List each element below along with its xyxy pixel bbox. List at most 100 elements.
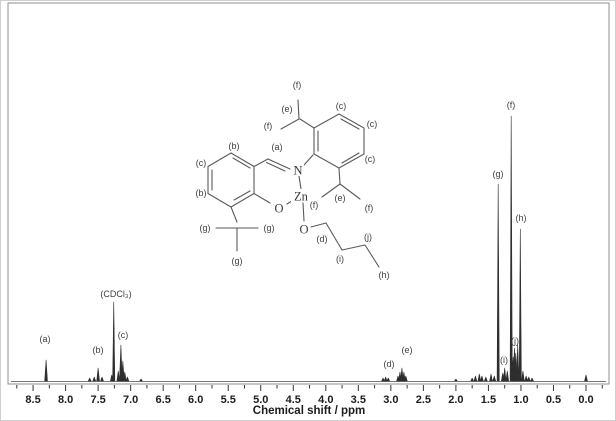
nmr-peak	[119, 344, 123, 382]
bond	[232, 157, 251, 169]
bond	[297, 99, 300, 120]
bond	[339, 183, 361, 200]
atom-label-halo	[291, 189, 311, 202]
x-axis-tick-label: 3.5	[351, 394, 366, 406]
assignment-tag: (g)	[200, 223, 211, 233]
assignment-tag: (f)	[264, 121, 273, 131]
x-axis-tick-label: 7.5	[90, 394, 105, 406]
bond	[364, 244, 380, 268]
bond	[310, 222, 327, 228]
nmr-peak	[92, 376, 96, 382]
nmr-peak	[470, 377, 474, 382]
peak-label: (g)	[493, 169, 504, 179]
nmr-peak	[400, 367, 404, 382]
peak-label: (i)	[500, 355, 508, 365]
assignment-tag: (f)	[293, 80, 302, 90]
assignment-tag: (i)	[336, 254, 344, 264]
atom-label: N	[293, 164, 302, 178]
nmr-peak	[502, 367, 507, 382]
bond	[340, 118, 360, 130]
peak-label: (d)	[384, 359, 395, 369]
x-axis-tick-label: 5.5	[221, 394, 236, 406]
assignment-tag: (c)	[367, 119, 378, 129]
x-axis-tick-label: 8.0	[58, 394, 73, 406]
bond	[230, 192, 255, 208]
nmr-peak	[489, 373, 493, 382]
nmr-peak	[515, 344, 520, 382]
nmr-peak	[404, 375, 408, 382]
atom-label: O	[274, 202, 283, 216]
assignment-tag: (c)	[365, 154, 376, 164]
bond	[298, 175, 302, 190]
x-axis-tick-label: 2.5	[416, 394, 431, 406]
bond	[321, 183, 341, 198]
bond	[338, 113, 365, 129]
nmr-peak	[480, 375, 484, 382]
x-axis-tick-label: 8.5	[25, 394, 40, 406]
x-axis-tick-label: 0.0	[578, 394, 593, 406]
nmr-peak	[496, 183, 500, 382]
x-axis-tick-label: 6.0	[188, 394, 203, 406]
bond	[207, 152, 232, 168]
x-axis-tick-label: 5.0	[253, 394, 268, 406]
assignment-tag: (b)	[229, 141, 240, 151]
nmr-peak	[524, 375, 528, 382]
x-axis-tick-label: 0.5	[546, 394, 561, 406]
x-axis-tick-label: 1.5	[481, 394, 496, 406]
bond	[299, 118, 315, 129]
nmr-peak	[96, 367, 100, 382]
nmr-peak	[402, 371, 406, 382]
bond	[338, 153, 365, 169]
x-axis-title: Chemical shift / ppm	[252, 405, 366, 417]
nmr-peak	[44, 359, 48, 382]
x-axis-tick-label: 1.0	[513, 394, 528, 406]
x-axis-tick-label: 3.0	[383, 394, 398, 406]
peak-label: (a)	[40, 334, 51, 344]
x-axis-tick-label: 4.5	[286, 394, 301, 406]
nmr-peak	[112, 301, 116, 382]
x-axis-tick-label: 4.0	[318, 394, 333, 406]
nmr-peak	[87, 377, 92, 382]
nmr-peak	[125, 376, 130, 382]
nmr-peak	[477, 373, 482, 382]
peak-label: (e)	[402, 345, 413, 355]
bond	[302, 202, 305, 222]
nmr-peak	[473, 375, 478, 382]
atom-label-halo	[273, 201, 285, 214]
assignment-tag: (e)	[335, 193, 346, 203]
atom-label-halo	[298, 222, 310, 235]
peak-label: (j)	[511, 336, 519, 346]
nmr-peak	[386, 377, 390, 382]
assignment-tag: (f)	[365, 203, 374, 213]
bond	[341, 152, 360, 164]
nmr-peak	[121, 360, 125, 382]
bond	[267, 158, 291, 170]
peak-label: (CDCl₃)	[100, 289, 131, 299]
assignment-tag: (e)	[282, 104, 293, 114]
nmr-peak	[116, 370, 120, 382]
nmr-peak	[492, 375, 496, 382]
nmr-peak	[530, 377, 534, 382]
nmr-peak	[381, 377, 385, 382]
bond	[230, 152, 255, 168]
x-axis-tick-label: 6.5	[156, 394, 171, 406]
x-axis-tick-label: 2.0	[448, 394, 463, 406]
bond	[265, 161, 286, 172]
peak-label: (c)	[118, 330, 129, 340]
assignment-tag: (g)	[232, 256, 243, 266]
nmr-peak	[584, 374, 588, 382]
nmr-peak	[509, 115, 513, 382]
nmr-peak	[484, 376, 488, 382]
bond	[325, 222, 343, 251]
assignment-tag: (j)	[364, 232, 372, 242]
assignment-tag: (f)	[310, 200, 319, 210]
peak-label: (b)	[93, 345, 104, 355]
atom-label: O	[299, 223, 308, 237]
assignment-tag: (c)	[336, 101, 347, 111]
nmr-peak	[505, 370, 509, 382]
bond	[207, 192, 232, 208]
assignment-tag: (b)	[196, 188, 207, 198]
bond	[313, 153, 340, 169]
